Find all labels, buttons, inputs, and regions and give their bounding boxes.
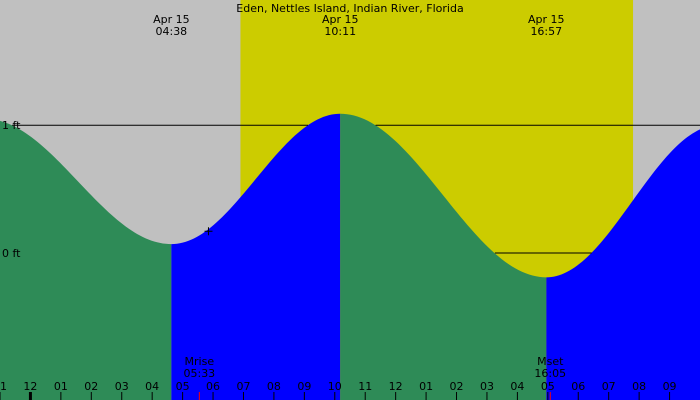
hour-tick-label: 11 [0,380,7,393]
hour-tick-label: 08 [267,380,281,393]
hour-tick-label: 02 [450,380,464,393]
reference-label: 0 ft [2,247,21,260]
hour-tick-label: 08 [632,380,646,393]
falling-tide-area [0,120,172,400]
hour-tick-label: 01 [419,380,433,393]
hour-tick-label: 06 [206,380,220,393]
extreme-time-label: 10:11 [324,25,356,38]
rising-tide-area [546,129,700,400]
moon-event-label: Mrise [185,355,215,368]
hour-tick-label: 06 [571,380,585,393]
moon-event-time: 05:33 [183,367,215,380]
rising-tide-area [171,113,341,400]
marker-cross [204,227,213,236]
falling-tide-area [340,113,547,400]
hour-tick-label: 04 [510,380,524,393]
moon-event-label: Mset [537,355,564,368]
extreme-time-label: 16:57 [530,25,562,38]
hour-tick-label: 03 [480,380,494,393]
hour-tick-label: 02 [84,380,98,393]
hour-tick-label: 03 [115,380,129,393]
extreme-date-label: Apr 15 [153,13,190,26]
hour-tick-label: 05 [176,380,190,393]
hour-tick-label: 10 [328,380,342,393]
hour-tick-label: 07 [236,380,250,393]
chart-title: Eden, Nettles Island, Indian River, Flor… [236,2,463,15]
hour-tick-label: 04 [145,380,159,393]
hour-tick-label: 07 [602,380,616,393]
hour-tick-label: 09 [297,380,311,393]
hour-tick-label: 09 [663,380,677,393]
hour-tick-label: 12 [23,380,37,393]
hour-tick-label: 11 [358,380,372,393]
hour-tick-label: 05 [541,380,555,393]
moon-event-time: 16:05 [534,367,566,380]
reference-label: 1 ft [2,119,21,132]
extreme-date-label: Apr 15 [528,13,565,26]
extreme-time-label: 04:38 [155,25,187,38]
extreme-date-label: Apr 15 [322,13,359,26]
hour-tick-label: 01 [54,380,68,393]
hour-tick-label: 12 [389,380,403,393]
